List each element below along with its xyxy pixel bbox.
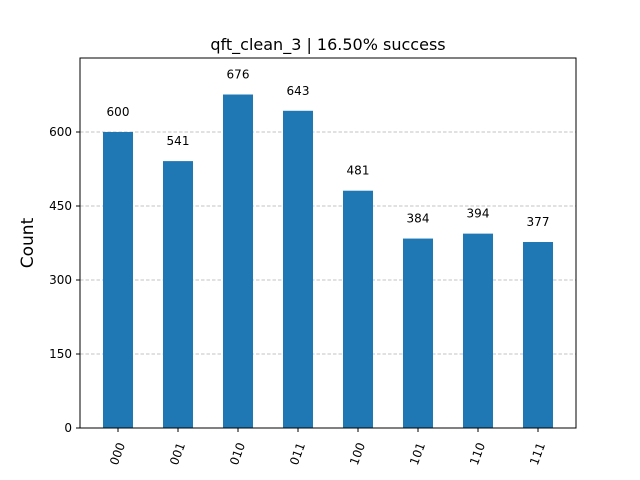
y-axis: 0 150 300 450 600 (49, 125, 80, 435)
x-tick-label-000: 000 (107, 441, 128, 467)
data-label-001: 541 (167, 134, 190, 148)
bar-110 (463, 233, 493, 428)
x-tick-label-001: 001 (167, 441, 188, 467)
data-label-011: 643 (287, 84, 310, 98)
y-tick-label: 0 (64, 421, 72, 435)
x-tick-label-101: 101 (407, 441, 428, 467)
y-tick-label: 600 (49, 125, 72, 139)
y-axis-label: Count (18, 217, 38, 268)
data-label-010: 676 (227, 68, 250, 82)
data-label-110: 394 (467, 207, 490, 221)
data-labels: 600 541 676 643 481 384 394 377 (107, 68, 550, 230)
x-tick-label-011: 011 (287, 441, 308, 467)
y-tick-label: 300 (49, 273, 72, 287)
grid-lines (80, 131, 576, 355)
data-label-000: 600 (107, 105, 130, 119)
bars (103, 94, 553, 429)
chart-title: qft_clean_3 | 16.50% success (210, 35, 445, 55)
x-axis: 000 001 010 011 100 101 110 111 (107, 428, 548, 467)
bar-000 (103, 132, 133, 428)
bar-101 (403, 238, 433, 428)
bar-001 (163, 161, 193, 428)
data-label-100: 481 (347, 164, 370, 178)
y-tick-label: 450 (49, 199, 72, 213)
x-tick-label-010: 010 (227, 441, 248, 467)
bar-011 (283, 110, 313, 428)
x-tick-label-111: 111 (527, 441, 548, 467)
data-label-111: 377 (527, 215, 550, 229)
bar-111 (523, 242, 553, 428)
plot-frame (79, 57, 577, 429)
y-tick-label: 150 (49, 347, 72, 361)
bar-100 (343, 190, 373, 428)
x-tick-label-100: 100 (347, 441, 368, 467)
data-label-101: 384 (407, 212, 430, 226)
bar-010 (223, 94, 253, 429)
x-tick-label-110: 110 (467, 441, 488, 467)
